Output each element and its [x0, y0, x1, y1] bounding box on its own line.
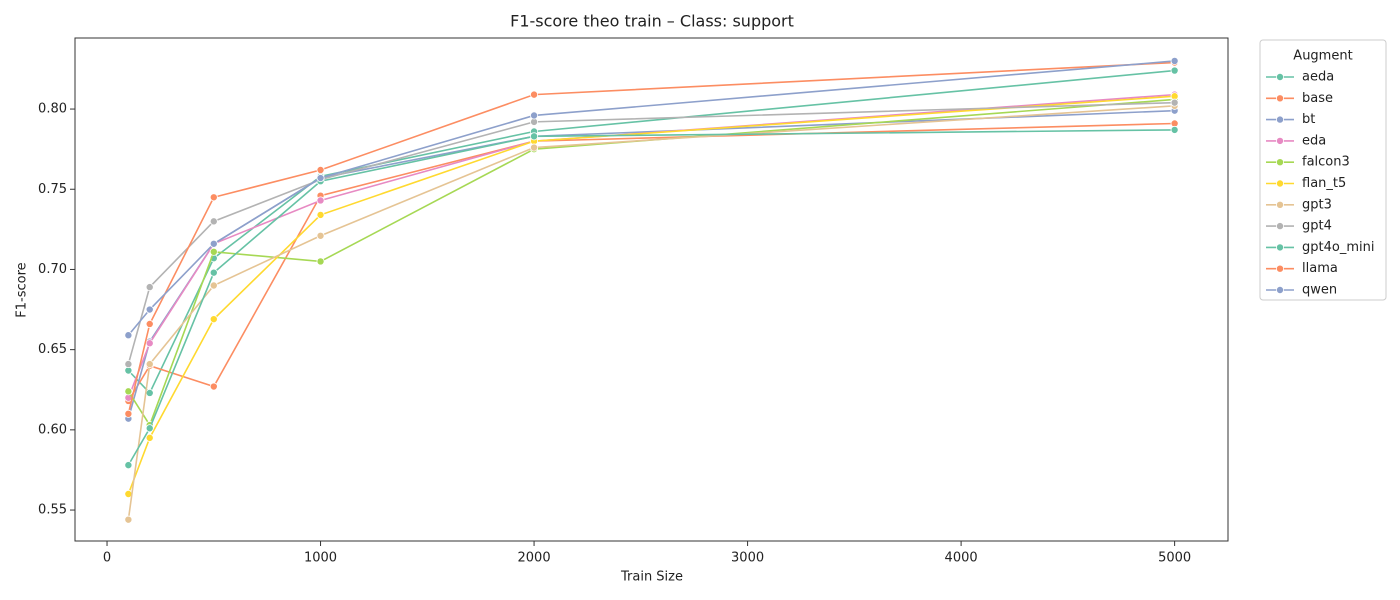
y-tick-label: 0.55 [38, 503, 67, 518]
legend-label: flan_t5 [1302, 176, 1346, 191]
data-point [316, 210, 325, 219]
data-point [124, 360, 133, 369]
series-line [127, 101, 1175, 365]
data-point [209, 281, 218, 290]
legend-marker [1276, 179, 1285, 188]
data-point [124, 387, 133, 396]
data-point [145, 388, 154, 397]
data-point [124, 409, 133, 418]
data-point [124, 461, 133, 470]
chart-title: F1-score theo train – Class: support [510, 12, 794, 31]
legend-marker [1276, 136, 1285, 145]
legend-marker [1276, 94, 1285, 103]
x-tick-label: 2000 [518, 551, 551, 566]
data-point [145, 339, 154, 348]
data-point [124, 515, 133, 524]
data-point [316, 231, 325, 240]
x-tick-label: 4000 [945, 551, 978, 566]
y-tick-label: 0.70 [38, 262, 67, 277]
legend-marker [1276, 73, 1285, 82]
y-tick-label: 0.75 [38, 182, 67, 197]
legend-marker [1276, 222, 1285, 231]
series-line [127, 60, 1175, 336]
legend-marker [1276, 200, 1285, 209]
legend-label: llama [1302, 261, 1338, 276]
x-axis-label: Train Size [620, 570, 683, 585]
plot-frame [74, 37, 1229, 542]
data-point [124, 331, 133, 340]
legend-label: base [1302, 91, 1333, 106]
data-point [209, 268, 218, 277]
series-line [127, 129, 1175, 466]
data-point [530, 143, 539, 152]
y-tick-label: 0.65 [38, 342, 67, 357]
data-point [209, 193, 218, 202]
legend-marker [1276, 264, 1285, 273]
x-tick-label: 1000 [304, 551, 337, 566]
data-point [145, 283, 154, 292]
y-axis-label: F1-score [15, 262, 30, 317]
data-point [316, 174, 325, 183]
data-point [209, 247, 218, 256]
y-tick-label: 0.60 [38, 422, 67, 437]
legend-label: bt [1302, 112, 1315, 127]
data-point [316, 166, 325, 175]
data-point [530, 111, 539, 120]
legend-label: gpt4o_mini [1302, 240, 1374, 255]
series-line [127, 95, 1175, 495]
series-line [127, 105, 1175, 520]
legend-label: gpt3 [1302, 197, 1332, 212]
legend-marker [1276, 243, 1285, 252]
data-point [1170, 98, 1179, 107]
x-tick-label: 0 [103, 551, 111, 566]
data-point [209, 239, 218, 248]
data-point [145, 319, 154, 328]
legend-marker [1276, 158, 1285, 167]
legend-label: falcon3 [1302, 155, 1350, 170]
legend-marker [1276, 285, 1285, 294]
data-point [316, 196, 325, 205]
data-point [530, 90, 539, 99]
data-point [1170, 56, 1179, 65]
legend-title: Augment [1293, 49, 1352, 64]
data-point [530, 132, 539, 141]
data-point [145, 360, 154, 369]
x-tick-label: 3000 [731, 551, 764, 566]
data-point [209, 217, 218, 226]
legend-label: eda [1302, 133, 1326, 148]
data-point [209, 315, 218, 324]
series-line [127, 122, 1175, 402]
legend-label: qwen [1302, 283, 1337, 298]
data-point [1170, 66, 1179, 75]
data-point [145, 305, 154, 314]
legend-box [1259, 39, 1387, 301]
series-line [127, 61, 1175, 414]
data-point [145, 433, 154, 442]
data-point [1170, 125, 1179, 134]
data-point [316, 257, 325, 266]
data-point [145, 424, 154, 433]
legend-label: aeda [1302, 70, 1334, 85]
legend-marker [1276, 115, 1285, 124]
data-point [209, 382, 218, 391]
legend-label: gpt4 [1302, 219, 1332, 234]
x-tick-label: 5000 [1158, 551, 1191, 566]
y-tick-label: 0.80 [38, 102, 67, 117]
